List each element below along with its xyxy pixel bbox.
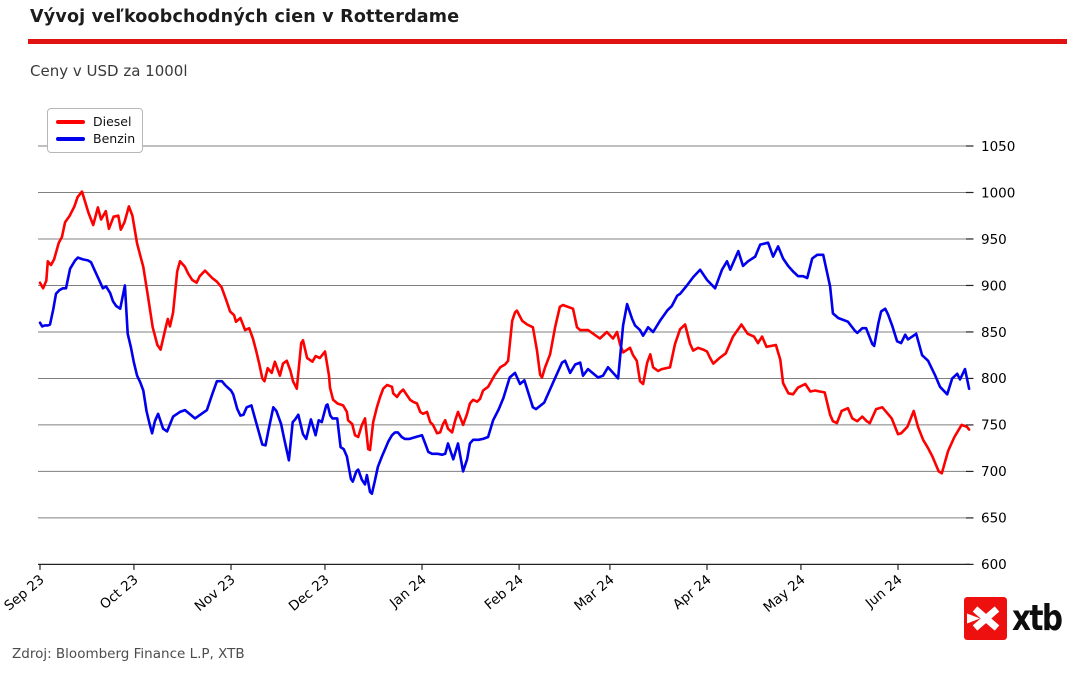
diesel-line (38, 190, 971, 475)
benzin-line (38, 241, 971, 496)
y-tick-label-900: 900 (981, 278, 1007, 294)
x-tick-label-Apr-24: Apr 24 (670, 572, 715, 613)
x-tick-label-Jun-24: Jun 24 (862, 572, 906, 612)
x-tick-label-Nov-23: Nov 23 (192, 572, 239, 615)
xtb-logo: xtb (964, 597, 1072, 640)
legend-item-benzin: Benzin (56, 130, 136, 146)
x-tick-label-Mar-24: Mar 24 (571, 572, 617, 614)
y-tick-label-700: 700 (981, 464, 1007, 480)
xtb-logo-text: xtb (1012, 598, 1063, 639)
x-tick-label-Feb-24: Feb 24 (482, 572, 527, 613)
page-title: Vývoj veľkoobchodných cien v Rotterdame (30, 7, 460, 27)
title-underline (28, 39, 1067, 44)
source-note: Zdroj: Bloomberg Finance L.P, XTB (12, 646, 245, 662)
y-tick-label-750: 750 (981, 418, 1007, 434)
x-tick-label-Jan-24: Jan 24 (386, 572, 429, 612)
benzin-swatch (56, 137, 85, 141)
x-tick-label-May-24: May 24 (760, 572, 808, 616)
y-tick-label-1000: 1000 (981, 185, 1015, 201)
y-tick-label-1050: 1050 (981, 139, 1015, 155)
chart-legend: Diesel Benzin (47, 108, 143, 153)
benzin-label: Benzin (93, 130, 136, 146)
x-tick-label-Oct-23: Oct 23 (97, 572, 142, 613)
y-tick-label-650: 650 (981, 511, 1007, 527)
chart-subtitle: Ceny v USD za 1000l (30, 62, 188, 80)
diesel-swatch (56, 120, 85, 124)
y-tick-label-800: 800 (981, 371, 1007, 387)
legend-item-diesel: Diesel (56, 113, 134, 129)
y-tick-label-600: 600 (981, 557, 1007, 573)
x-tick-label-Dec-23: Dec 23 (286, 572, 333, 615)
y-tick-label-850: 850 (981, 325, 1007, 341)
y-tick-label-950: 950 (981, 232, 1007, 248)
diesel-label: Diesel (93, 113, 132, 129)
xtb-logo-mark (964, 597, 1007, 640)
x-tick-label-Sep-23: Sep 23 (1, 572, 47, 614)
